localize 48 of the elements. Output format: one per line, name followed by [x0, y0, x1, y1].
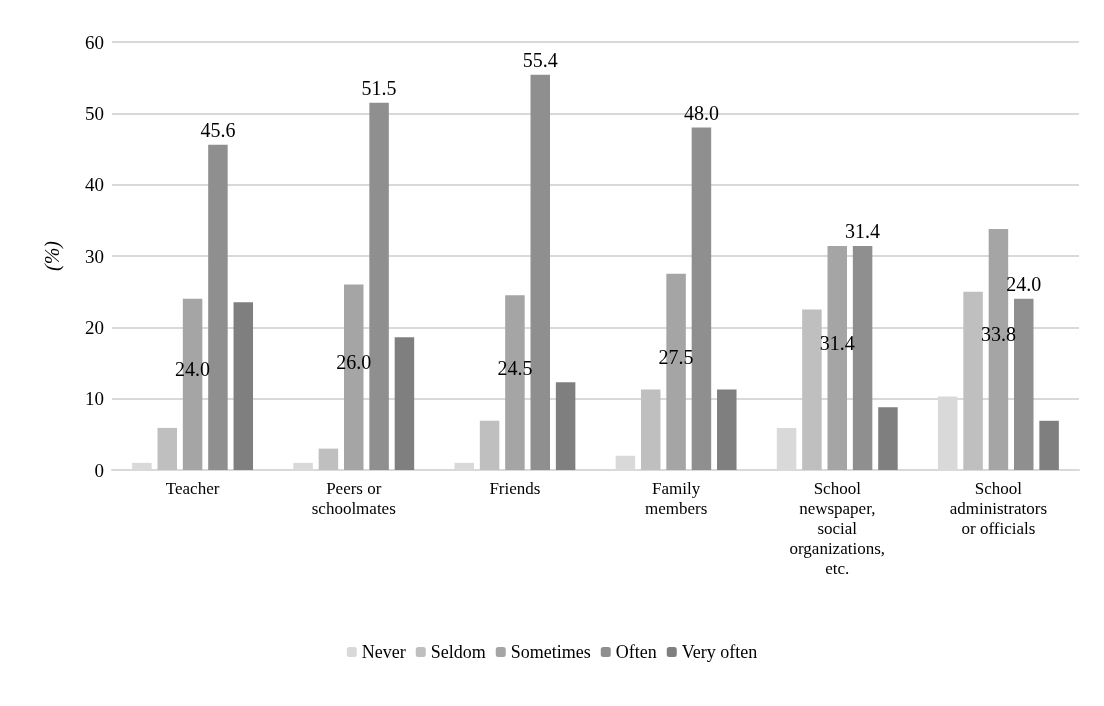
y-tick-label: 50 [85, 102, 104, 124]
legend-label: Seldom [430, 642, 486, 662]
y-axis-title: (%) [41, 240, 64, 271]
bar [318, 448, 339, 470]
bar [802, 309, 822, 470]
x-tick-label: Family members [644, 478, 708, 518]
legend-label: Sometimes [510, 642, 591, 662]
y-tick-label: 30 [85, 245, 104, 267]
data-label: 31.4 [819, 332, 855, 355]
y-tick-label: 10 [85, 388, 104, 410]
bar [1014, 298, 1034, 470]
data-label: 31.4 [845, 220, 881, 243]
legend-label: Never [361, 642, 406, 662]
y-tick-label: 60 [85, 31, 104, 53]
data-label: 51.5 [361, 76, 397, 99]
legend-label: Very often [681, 642, 758, 662]
y-tick-label: 20 [85, 316, 104, 338]
bar [233, 302, 254, 470]
data-label: 26.0 [336, 351, 372, 374]
y-tick-label: 0 [94, 459, 104, 481]
legend-label: Often [615, 642, 657, 662]
bar [691, 127, 712, 470]
bar [555, 382, 576, 470]
data-label: 24.5 [497, 356, 533, 379]
data-label: 48.0 [683, 101, 719, 124]
data-label: 45.6 [200, 118, 236, 141]
bar [479, 420, 500, 470]
bar [530, 74, 551, 470]
bar [878, 407, 898, 470]
data-label: 33.8 [980, 323, 1016, 346]
bar [157, 427, 177, 470]
x-tick-label: Peers or schoolmates [311, 478, 396, 518]
bar [369, 102, 389, 470]
data-label: 27.5 [658, 345, 694, 368]
bar [208, 144, 228, 470]
bar [394, 337, 415, 470]
y-tick-label: 40 [85, 174, 104, 196]
data-label: 24.0 [1006, 272, 1042, 295]
data-label: 55.4 [522, 48, 558, 71]
bar [1039, 420, 1059, 470]
x-tick-label: Friends [489, 478, 541, 498]
data-label: 24.0 [175, 358, 211, 381]
bar [717, 389, 737, 470]
bar [963, 291, 983, 470]
x-tick-label: Teacher [165, 478, 220, 498]
x-tick-label: School newspaper, social organizations, etc. [789, 478, 886, 578]
bar [640, 389, 661, 470]
x-tick-label: School administrators or officials [949, 478, 1048, 538]
